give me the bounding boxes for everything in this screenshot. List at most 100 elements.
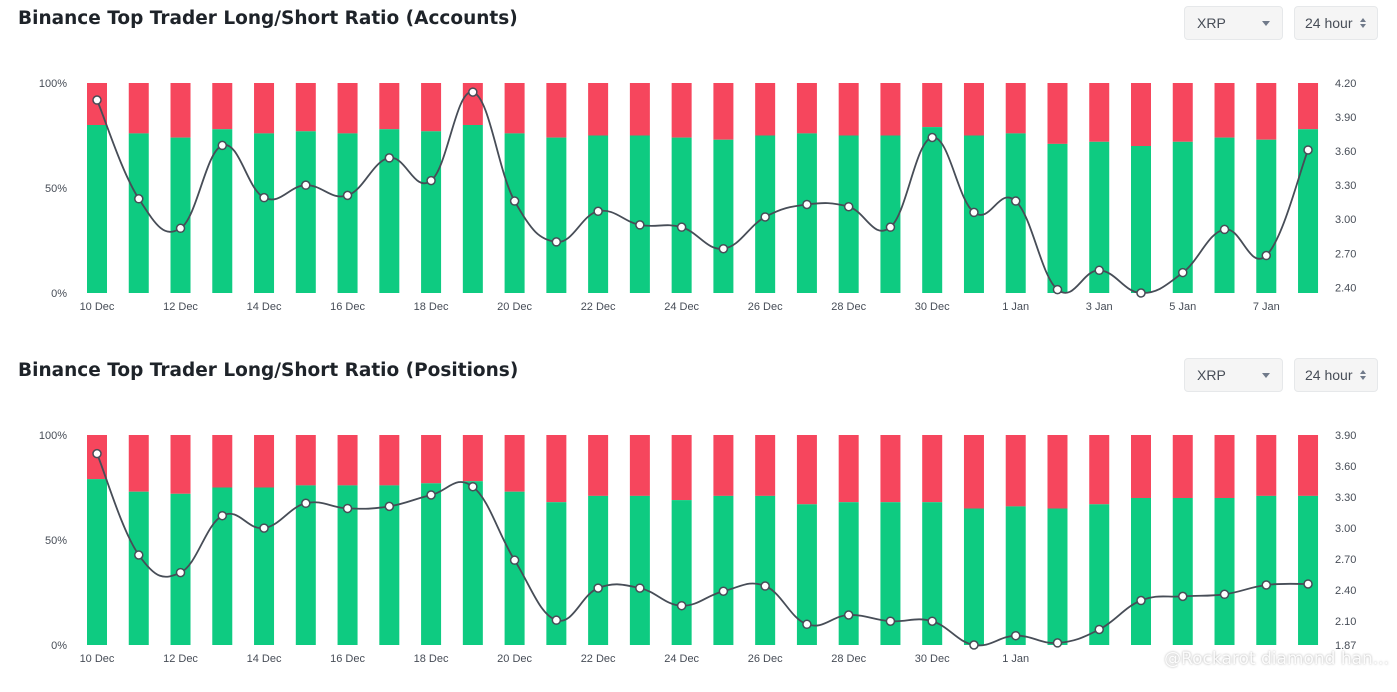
long-bar [254,133,275,293]
short-bar [880,83,901,136]
short-bar [671,435,692,501]
ratio-point [718,243,729,254]
ratio-point [1010,196,1021,206]
x-tick-label: 14 Dec [247,653,282,665]
chart-title: Binance Top Trader Long/Short Ratio (Acc… [18,8,518,29]
ratio-point [843,610,854,620]
ratio-point [1303,145,1313,155]
long-bar [462,125,483,293]
x-tick-label: 5 Jan [1169,301,1196,313]
panel-accounts: Binance Top Trader Long/Short Ratio (Acc… [0,0,1397,340]
short-bar [295,83,316,132]
short-bar [1131,435,1151,498]
period-select[interactable]: 24 hour [1294,6,1378,40]
long-bar [1172,141,1193,293]
ratio-point [92,95,102,105]
long-bar [421,131,442,293]
x-tick-label: 18 Dec [414,653,449,665]
long-bar [212,129,233,293]
x-tick-label: 30 Dec [915,301,950,313]
ratio-point [384,153,395,163]
ratio-point [760,581,770,591]
ratio-point [927,132,937,143]
long-bar [87,125,107,293]
ratio-point [342,503,353,514]
long-bar [922,127,943,293]
short-bar [379,435,400,486]
short-bar [671,83,692,138]
panel-positions: Binance Top Trader Long/Short Ratio (Pos… [0,352,1397,692]
y-right-tick-label: 4.20 [1335,78,1356,90]
long-bar [963,508,984,645]
ratio-point [384,501,395,512]
short-bar [421,435,442,484]
x-tick-label: 16 Dec [330,301,365,313]
short-bar [546,435,567,503]
x-tick-label: 26 Dec [748,301,783,313]
long-bar [1256,495,1277,645]
ratio-point [676,222,687,232]
y-left-tick-label: 0% [51,288,67,300]
x-tick-label: 10 Dec [80,301,115,313]
ratio-point [1136,595,1146,606]
ratio-point [1094,265,1104,276]
period-select[interactable]: 24 hour [1294,358,1378,392]
x-tick-label: 7 Jan [1253,301,1280,313]
x-tick-label: 20 Dec [497,653,532,665]
short-bar [504,435,525,492]
long-bar [1131,146,1151,293]
long-bar [212,487,233,645]
short-bar [128,83,149,134]
long-bar [713,495,734,645]
y-right-tick-label: 3.60 [1335,146,1356,158]
long-bar [1047,143,1068,293]
ratio-point [635,220,645,230]
short-bar [713,435,734,496]
chevron-down-icon [1262,372,1270,378]
short-bar [504,83,525,134]
long-bar [880,502,901,645]
long-bar [295,485,316,645]
y-right-tick-label: 3.00 [1335,523,1356,535]
ratio-point [1178,267,1188,278]
long-bar [629,495,650,645]
long-bar [1005,133,1026,293]
short-bar [421,83,442,132]
ratio-point [259,192,269,203]
symbol-select[interactable]: XRP [1184,358,1283,392]
x-tick-label: 30 Dec [915,653,950,665]
x-tick-label: 22 Dec [581,653,616,665]
long-bar [504,133,525,293]
ratio-point [259,523,269,533]
ratio-point [1052,284,1063,295]
short-bar [462,435,483,482]
short-bar [254,435,275,488]
long-bar [1131,498,1151,645]
ratio-point [593,583,603,593]
watermark: @Rockarot diamond han... [1164,649,1389,669]
short-bar [796,435,817,505]
ratio-point [885,222,896,232]
x-tick-label: 26 Dec [748,653,783,665]
short-bar [629,83,650,136]
x-tick-label: 28 Dec [831,653,866,665]
symbol-select[interactable]: XRP [1184,6,1283,40]
ratio-point [885,616,896,626]
long-bar [1298,495,1319,645]
short-bar [588,435,609,496]
short-bar [963,435,984,509]
short-bar [629,435,650,496]
ratio-point [927,616,937,626]
short-bar [1172,435,1193,498]
x-tick-label: 12 Dec [163,653,198,665]
x-tick-label: 20 Dec [497,301,532,313]
chart-title: Binance Top Trader Long/Short Ratio (Pos… [18,360,519,381]
short-bar [128,435,149,492]
short-bar [1172,83,1193,142]
long-bar [1089,141,1110,293]
x-tick-label: 3 Jan [1086,301,1113,313]
short-bar [588,83,609,136]
x-tick-label: 16 Dec [330,653,365,665]
ratio-point [551,237,562,247]
long-bar [755,495,776,645]
